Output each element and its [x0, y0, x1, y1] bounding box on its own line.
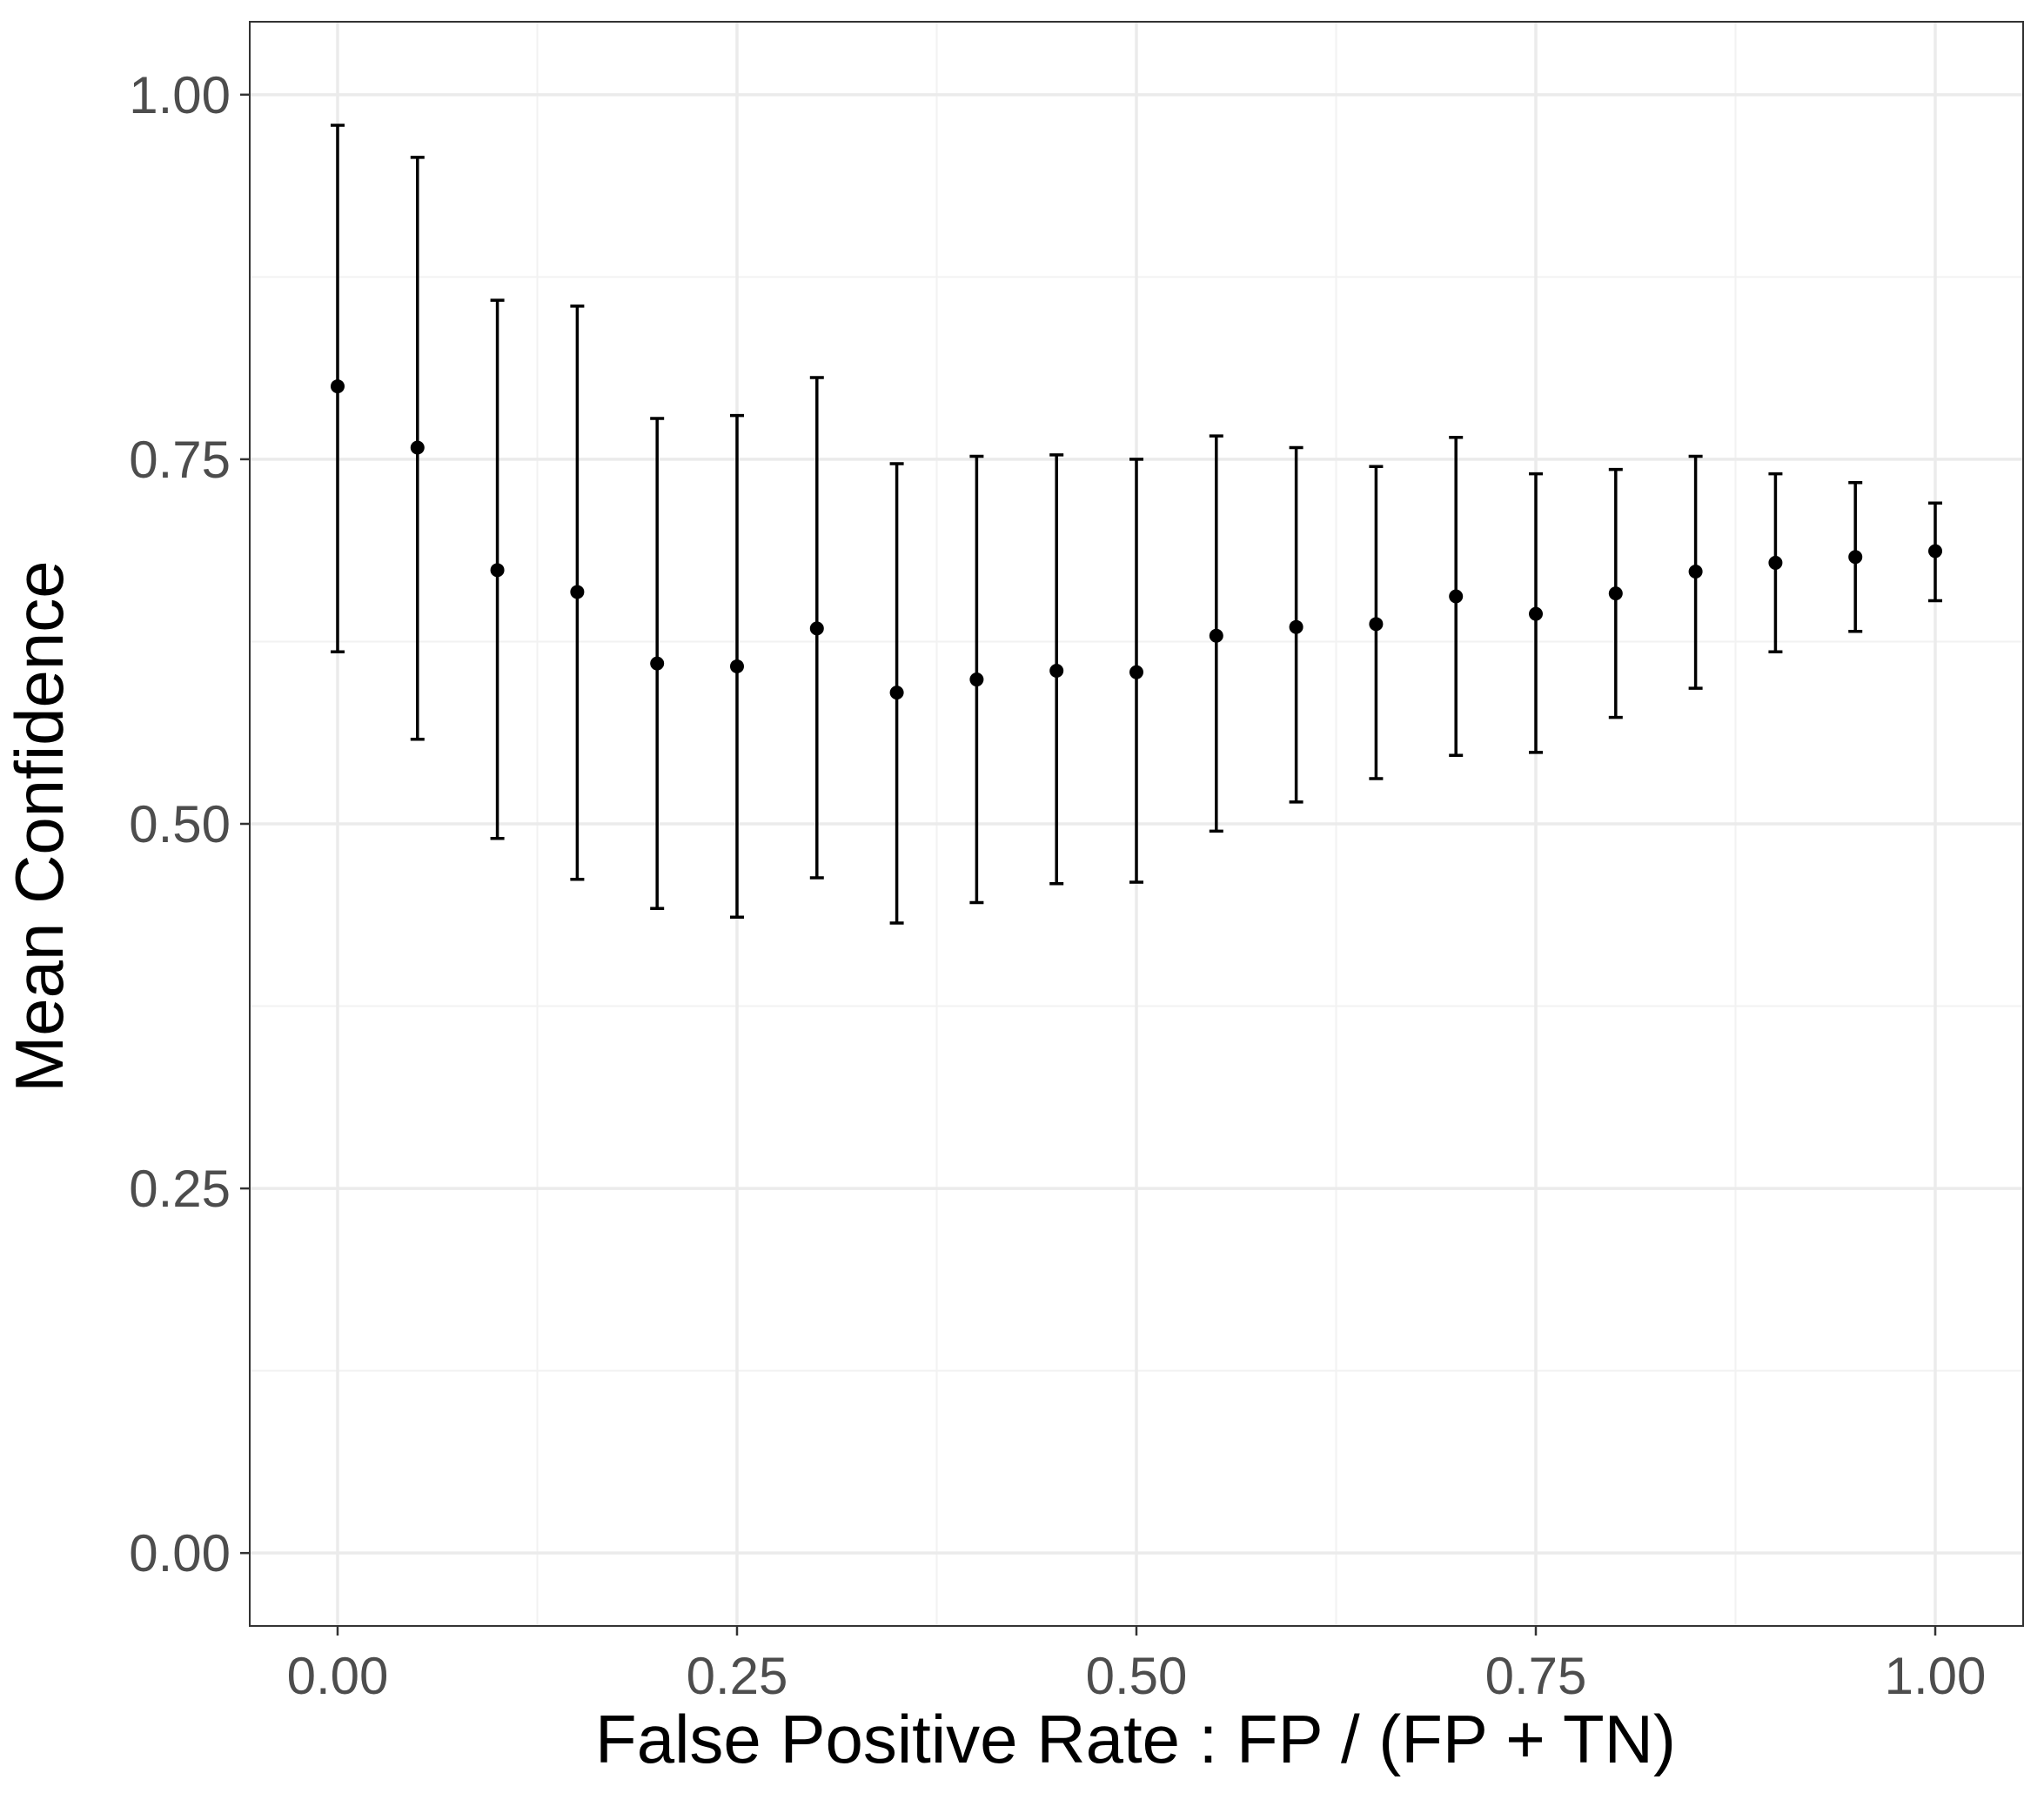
x-tick-labels: 0.00 0.25 0.50 0.75 1.00 — [287, 1647, 1987, 1705]
y-tick-label: 1.00 — [129, 66, 231, 124]
data-point — [1449, 589, 1464, 604]
data-points — [330, 379, 1943, 700]
x-tick-label: 0.75 — [1485, 1647, 1587, 1705]
x-tick-label: 0.50 — [1086, 1647, 1188, 1705]
data-point — [330, 379, 345, 394]
data-point — [969, 672, 984, 687]
data-point — [1529, 606, 1544, 621]
x-axis-title: False Positive Rate : FP / (FP + TN) — [595, 1701, 1676, 1777]
data-point — [1928, 544, 1943, 559]
data-point — [1289, 619, 1303, 634]
data-point — [1129, 665, 1143, 679]
y-axis-title: Mean Confidence — [1, 560, 77, 1092]
data-point — [1608, 586, 1623, 601]
y-tick-label: 0.75 — [129, 431, 231, 489]
axis-ticks — [240, 93, 1937, 1636]
data-point — [729, 659, 744, 673]
y-tick-label: 0.50 — [129, 795, 231, 853]
data-point — [1768, 555, 1783, 570]
y-tick-label: 0.25 — [129, 1160, 231, 1218]
data-point — [1049, 663, 1064, 678]
x-tick-label: 1.00 — [1885, 1647, 1987, 1705]
y-tick-labels: 0.00 0.25 0.50 0.75 1.00 — [129, 66, 231, 1582]
data-point — [1209, 628, 1223, 643]
y-tick-label: 0.00 — [129, 1524, 231, 1582]
data-point — [410, 440, 425, 455]
data-point — [1688, 564, 1703, 579]
data-point — [1369, 617, 1384, 632]
data-point — [809, 621, 824, 636]
data-point — [1848, 550, 1863, 565]
x-tick-label: 0.00 — [287, 1647, 389, 1705]
data-point — [650, 656, 665, 671]
x-tick-label: 0.25 — [687, 1647, 788, 1705]
data-point — [490, 563, 505, 578]
data-point — [570, 585, 585, 599]
data-point — [889, 686, 904, 700]
